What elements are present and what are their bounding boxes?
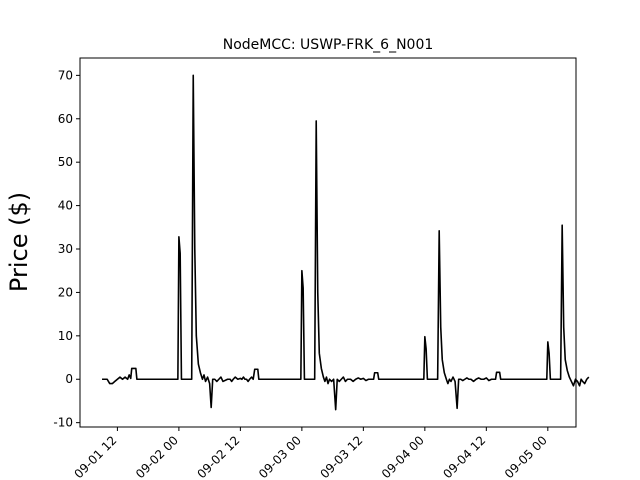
x-tick-label: 09-03 12 [317,433,365,480]
x-tick-label: 09-03 00 [256,433,304,480]
y-tick-label: 50 [58,155,73,169]
chart-title: NodeMCC: USWP-FRK_6_N001 [223,37,434,53]
y-tick-label: 40 [58,199,73,213]
x-tick-label: 09-05 00 [502,433,550,480]
x-tick-label: 09-02 12 [194,433,242,480]
x-tick-label: 09-02 00 [133,433,181,480]
y-tick-label: 60 [58,112,73,126]
plot-area: -10 0 10 20 30 40 50 60 70 09-01 12 09-02 00 09-02 … [53,57,590,480]
plot-frame [79,57,577,428]
x-tick-label: 09-04 12 [440,433,488,480]
y-tick-label: 10 [58,329,73,343]
y-tick-label: 20 [58,285,73,299]
y-tick-label: 0 [65,372,73,386]
y-axis-label: Price ($) [5,192,33,292]
y-tick-label: -10 [53,416,73,430]
series-line-0 [102,74,590,411]
x-tick-label: 09-01 12 [71,433,119,480]
y-tick-label: 70 [58,68,73,82]
y-tick-label: 30 [58,242,73,256]
x-tick-label: 09-04 00 [379,433,427,480]
